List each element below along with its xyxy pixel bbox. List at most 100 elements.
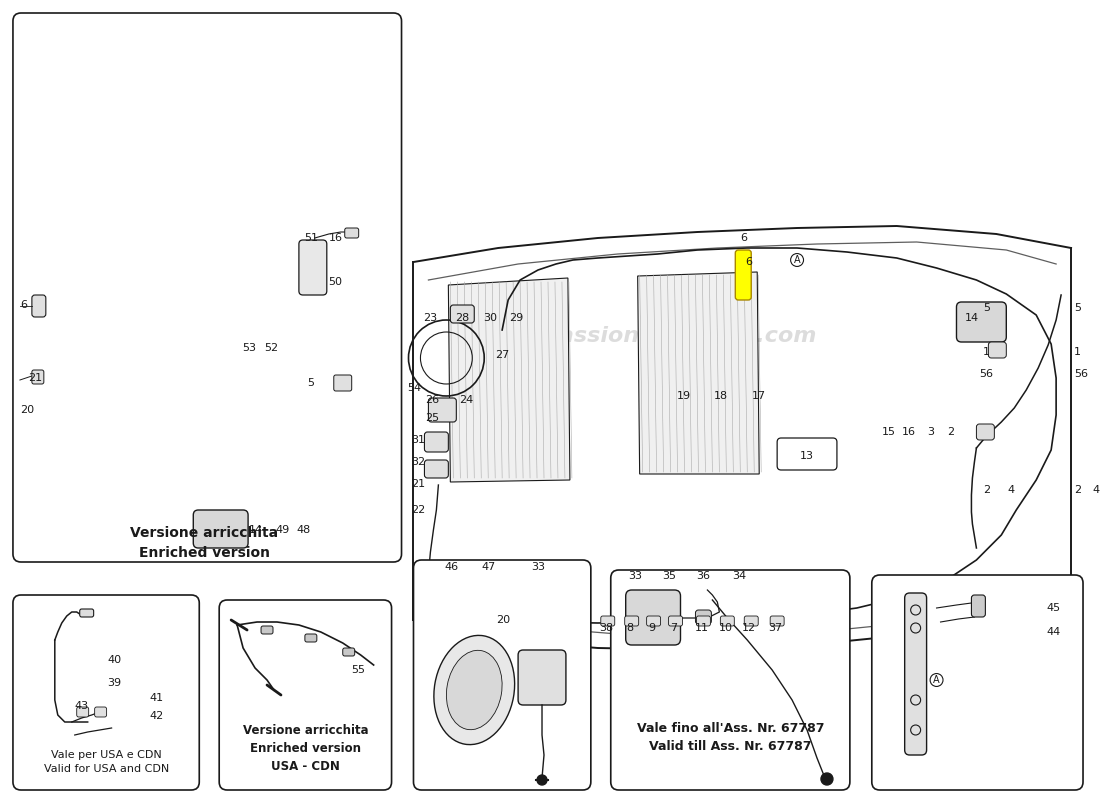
Text: 15: 15 xyxy=(882,427,895,437)
Text: 44: 44 xyxy=(1046,627,1060,637)
Text: 7: 7 xyxy=(670,623,678,633)
Text: 23: 23 xyxy=(424,313,438,323)
FancyBboxPatch shape xyxy=(219,600,392,790)
Text: 38: 38 xyxy=(598,623,613,633)
Text: 49: 49 xyxy=(275,525,289,535)
FancyBboxPatch shape xyxy=(425,460,449,478)
Text: 25: 25 xyxy=(426,413,440,423)
Text: 14: 14 xyxy=(965,313,979,323)
FancyBboxPatch shape xyxy=(333,375,352,391)
Text: 54: 54 xyxy=(407,383,421,393)
Text: 48: 48 xyxy=(297,525,311,535)
Text: 27: 27 xyxy=(495,350,509,360)
Text: 16: 16 xyxy=(329,233,343,243)
Text: 33: 33 xyxy=(531,562,544,572)
FancyBboxPatch shape xyxy=(32,295,46,317)
FancyBboxPatch shape xyxy=(989,342,1006,358)
Text: 6: 6 xyxy=(20,300,26,310)
FancyBboxPatch shape xyxy=(957,302,1006,342)
Text: Vale per USA e CDN
Valid for USA and CDN: Vale per USA e CDN Valid for USA and CDN xyxy=(44,750,169,774)
Text: 30: 30 xyxy=(483,313,497,323)
FancyBboxPatch shape xyxy=(305,634,317,642)
Text: 20: 20 xyxy=(20,405,34,415)
FancyBboxPatch shape xyxy=(777,438,837,470)
Text: 13: 13 xyxy=(800,451,814,461)
FancyBboxPatch shape xyxy=(13,595,199,790)
Text: 33: 33 xyxy=(629,571,642,581)
Text: 3: 3 xyxy=(927,427,934,437)
Text: 56: 56 xyxy=(1074,369,1088,379)
Text: 37: 37 xyxy=(768,623,782,633)
FancyBboxPatch shape xyxy=(695,610,712,624)
Text: 6: 6 xyxy=(740,233,747,243)
Text: 46: 46 xyxy=(444,562,459,572)
FancyBboxPatch shape xyxy=(261,626,273,634)
FancyBboxPatch shape xyxy=(601,616,615,626)
FancyBboxPatch shape xyxy=(344,228,359,238)
Text: 50: 50 xyxy=(328,277,342,287)
FancyBboxPatch shape xyxy=(425,432,449,452)
Text: 36: 36 xyxy=(696,571,711,581)
Text: 14: 14 xyxy=(249,525,263,535)
Text: 56: 56 xyxy=(979,369,993,379)
Text: 55: 55 xyxy=(351,665,365,675)
Text: 29: 29 xyxy=(509,313,524,323)
Text: 47: 47 xyxy=(481,562,495,572)
FancyBboxPatch shape xyxy=(647,616,661,626)
Text: 16: 16 xyxy=(902,427,915,437)
Text: 12: 12 xyxy=(742,623,757,633)
Text: 43: 43 xyxy=(75,701,89,711)
Text: 24: 24 xyxy=(459,395,473,405)
FancyBboxPatch shape xyxy=(95,707,107,717)
FancyBboxPatch shape xyxy=(518,650,565,705)
Ellipse shape xyxy=(433,635,515,745)
FancyBboxPatch shape xyxy=(735,250,751,300)
Text: A: A xyxy=(794,255,801,265)
Text: 42: 42 xyxy=(150,711,164,721)
FancyBboxPatch shape xyxy=(626,590,681,645)
Text: 5: 5 xyxy=(1074,303,1081,313)
FancyBboxPatch shape xyxy=(610,570,850,790)
FancyBboxPatch shape xyxy=(79,609,94,617)
FancyBboxPatch shape xyxy=(971,595,986,617)
Text: 40: 40 xyxy=(108,655,122,665)
Text: 26: 26 xyxy=(426,395,440,405)
FancyBboxPatch shape xyxy=(696,616,711,626)
FancyBboxPatch shape xyxy=(194,510,249,548)
Circle shape xyxy=(821,773,833,785)
Text: 19: 19 xyxy=(676,391,691,401)
FancyBboxPatch shape xyxy=(450,305,474,323)
FancyBboxPatch shape xyxy=(343,648,354,656)
FancyBboxPatch shape xyxy=(872,575,1084,790)
FancyBboxPatch shape xyxy=(669,616,682,626)
Text: 51: 51 xyxy=(304,233,318,243)
Text: A: A xyxy=(933,675,939,685)
Text: 45: 45 xyxy=(1046,603,1060,613)
Polygon shape xyxy=(638,272,759,474)
Text: Versione arricchita
Enriched version: Versione arricchita Enriched version xyxy=(130,526,278,560)
FancyBboxPatch shape xyxy=(625,616,639,626)
Text: 2: 2 xyxy=(982,485,990,495)
Ellipse shape xyxy=(447,650,502,730)
FancyBboxPatch shape xyxy=(904,593,926,755)
FancyBboxPatch shape xyxy=(414,560,591,790)
FancyBboxPatch shape xyxy=(299,240,327,295)
Text: passion for parts.com: passion for parts.com xyxy=(542,326,816,346)
Text: 2: 2 xyxy=(947,427,954,437)
Text: 1: 1 xyxy=(983,347,990,357)
FancyBboxPatch shape xyxy=(720,616,735,626)
Text: 21: 21 xyxy=(28,373,42,383)
FancyBboxPatch shape xyxy=(770,616,784,626)
Text: 20: 20 xyxy=(496,615,510,625)
Text: 28: 28 xyxy=(455,313,470,323)
Text: 4: 4 xyxy=(1092,485,1099,495)
Text: 34: 34 xyxy=(733,571,746,581)
Text: 39: 39 xyxy=(108,678,122,688)
Text: 1: 1 xyxy=(1074,347,1081,357)
Text: 4: 4 xyxy=(1008,485,1015,495)
Text: 11: 11 xyxy=(694,623,708,633)
Text: 21: 21 xyxy=(411,479,426,489)
Text: 6: 6 xyxy=(746,257,752,267)
Text: 5: 5 xyxy=(983,303,990,313)
Polygon shape xyxy=(449,278,570,482)
